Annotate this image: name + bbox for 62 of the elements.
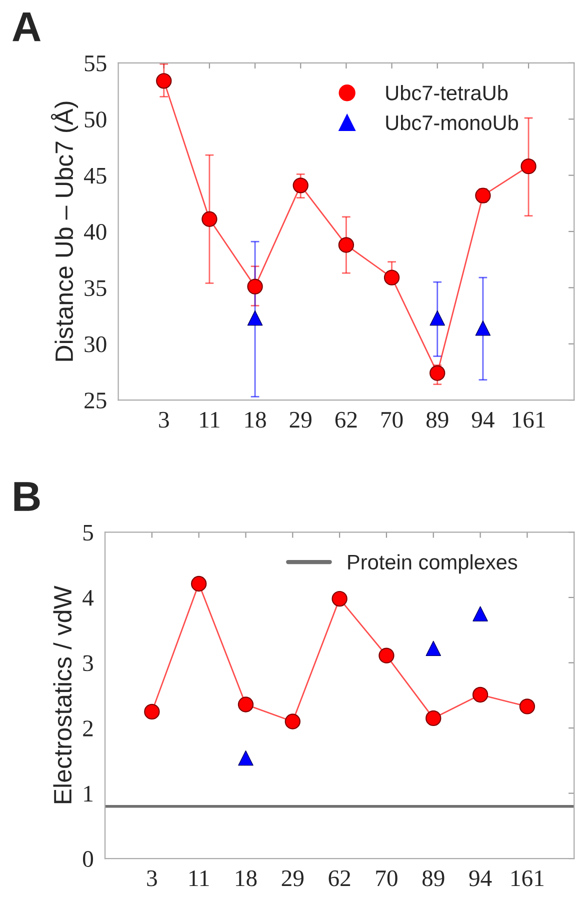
y-axis-title: Distance Ub – Ubc7 (Å) <box>50 102 78 361</box>
point <box>378 648 394 664</box>
point <box>426 640 442 656</box>
point <box>430 365 446 381</box>
point <box>247 278 263 294</box>
chart-title: A <box>12 12 41 42</box>
point <box>384 270 400 286</box>
y-tick-label: 45 <box>84 168 106 184</box>
y-tick-label: 4 <box>82 590 94 606</box>
y-tick-label: 25 <box>84 392 106 408</box>
y-tick-label: 1 <box>84 786 92 802</box>
x-tick-label: 62 <box>328 870 350 886</box>
y-tick-label: 55 <box>84 56 106 72</box>
x-tick-label: 70 <box>382 412 403 428</box>
y-tick-label: 35 <box>84 280 106 296</box>
point <box>238 696 254 712</box>
x-tick-label: 89 <box>426 412 448 428</box>
y-axis-title: Electrostatics / vdW <box>53 586 72 804</box>
y-tick-label: 0 <box>83 851 94 867</box>
point <box>426 710 442 726</box>
x-tick-label: 3 <box>159 412 169 428</box>
x-tick-label: 62 <box>335 412 357 428</box>
y-tick-label: 50 <box>84 112 106 128</box>
chart-title: B <box>14 482 40 511</box>
y-tick-label: 40 <box>84 224 106 240</box>
point <box>519 698 536 714</box>
x-tick-label: 29 <box>282 870 304 886</box>
point <box>156 73 172 89</box>
x-tick-label: 11 <box>200 412 220 428</box>
x-tick-label: 18 <box>245 412 266 428</box>
y-tick-label: 5 <box>83 524 93 541</box>
x-tick-label: 29 <box>290 412 312 428</box>
point <box>238 750 254 766</box>
x-tick-label: 11 <box>190 870 209 886</box>
x-tick-label: 18 <box>236 870 257 886</box>
legend-label: Protein complexes <box>348 554 518 574</box>
point <box>190 576 207 592</box>
x-tick-label: 94 <box>472 412 494 428</box>
point <box>430 310 445 326</box>
point <box>338 237 354 253</box>
x-tick-label: 3 <box>147 870 157 886</box>
point <box>472 686 488 703</box>
x-tick-label: 94 <box>469 870 492 886</box>
point <box>520 158 536 174</box>
point <box>332 590 348 607</box>
point <box>292 178 308 194</box>
point <box>475 188 491 204</box>
legend-label: Ubc7-monoUb <box>386 114 518 130</box>
x-tick-label: 161 <box>512 870 544 886</box>
x-tick-label: 161 <box>512 412 545 428</box>
point <box>472 606 488 622</box>
point <box>202 211 218 227</box>
point <box>144 704 160 720</box>
point <box>475 320 491 336</box>
point <box>247 310 263 326</box>
legend-label: Ubc7-tetraUb <box>386 85 508 100</box>
y-tick-label: 2 <box>83 720 93 736</box>
y-tick-label: 3 <box>83 655 93 672</box>
point <box>284 714 300 730</box>
x-tick-label: 89 <box>422 870 444 886</box>
y-tick-label: 30 <box>84 336 106 352</box>
x-tick-label: 70 <box>376 870 398 886</box>
